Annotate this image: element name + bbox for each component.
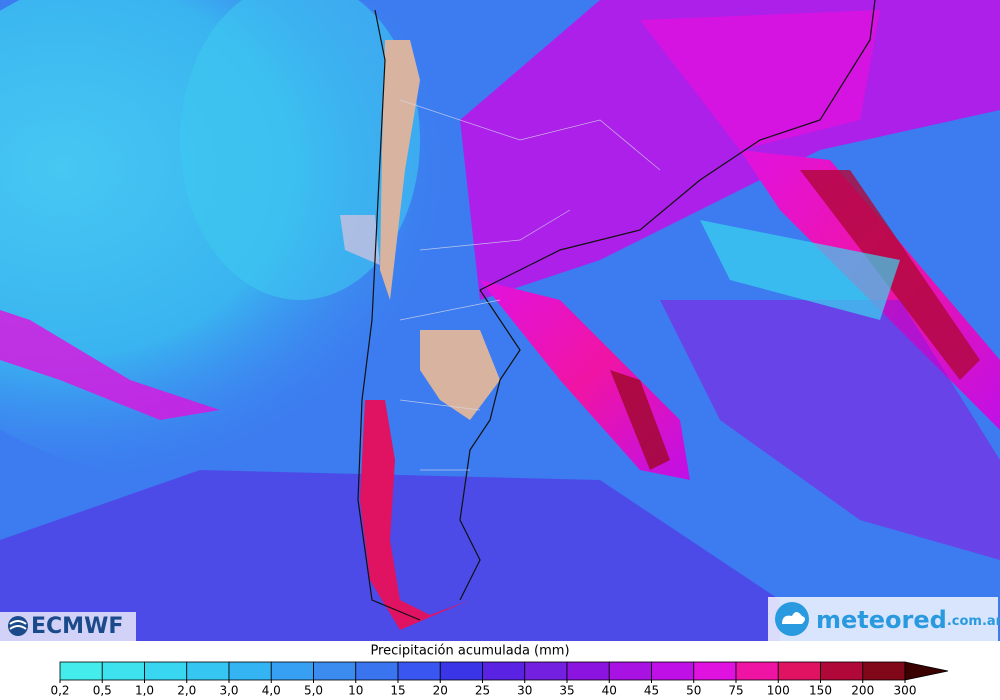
- tick-label: 2,0: [177, 684, 196, 698]
- tick-label: 150: [809, 684, 832, 698]
- color-bin: [820, 661, 864, 681]
- color-bin: [101, 661, 145, 681]
- tick-label: 200: [851, 684, 874, 698]
- color-bin: [355, 661, 399, 681]
- tick-label: 300: [894, 684, 917, 698]
- meteored-logo: meteored.com.ar: [768, 597, 1000, 641]
- color-bin: [144, 661, 188, 681]
- tick-label: 45: [644, 684, 659, 698]
- meteored-suffix: .com.ar: [947, 614, 1000, 629]
- color-bin: [482, 661, 526, 681]
- tick-label: 4,0: [262, 684, 281, 698]
- tick-label: 40: [602, 684, 617, 698]
- color-bin: [397, 661, 441, 681]
- tick-label: 25: [475, 684, 490, 698]
- color-bin: [862, 661, 906, 681]
- tick-label: 100: [767, 684, 790, 698]
- tick-label: 20: [433, 684, 448, 698]
- color-bin: [270, 661, 314, 681]
- meteored-name: meteored: [816, 606, 947, 634]
- tick-label: 0,2: [50, 684, 69, 698]
- colorbar: 0,2 0,5 1,0 2,0 3,0 4,0 5,0 10 15 20 25 30 35 40 45 50 7…: [50, 661, 949, 698]
- over-arrow: [904, 661, 949, 681]
- tick-label: 35: [559, 684, 574, 698]
- color-bin: [186, 661, 230, 681]
- tick-label: 5,0: [304, 684, 323, 698]
- tick-label: 75: [728, 684, 743, 698]
- precip-field: [0, 0, 1000, 641]
- ecmwf-logo: ECMWF: [0, 612, 136, 641]
- color-bin: [566, 661, 610, 681]
- tick-label: 3,0: [219, 684, 238, 698]
- color-bin: [228, 661, 272, 681]
- tick-label: 30: [517, 684, 532, 698]
- color-bin: [693, 661, 737, 681]
- color-bin: [651, 661, 695, 681]
- tick-label: 50: [686, 684, 701, 698]
- tick-label: 15: [390, 684, 405, 698]
- color-bin: [439, 661, 483, 681]
- meteored-text: meteored.com.ar: [816, 606, 1000, 634]
- ecmwf-text: ECMWF: [31, 614, 123, 639]
- tick-label: 1,0: [135, 684, 154, 698]
- color-bin: [524, 661, 568, 681]
- color-bin: [313, 661, 357, 681]
- color-bin: [777, 661, 821, 681]
- tick-label: 10: [348, 684, 363, 698]
- color-bin: [59, 661, 103, 681]
- legend-title: Precipitación acumulada (mm): [370, 644, 569, 659]
- color-bin: [735, 661, 779, 681]
- color-bin: [608, 661, 652, 681]
- tick-label: 0,5: [93, 684, 112, 698]
